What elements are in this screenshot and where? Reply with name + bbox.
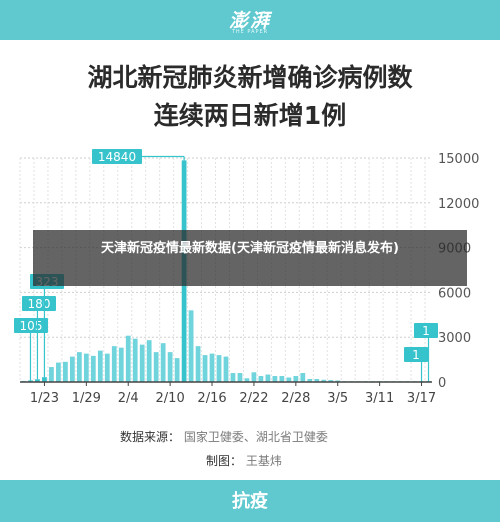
y-tick-label: 3000 <box>438 331 471 346</box>
bar-1/26 <box>63 361 68 382</box>
x-tick-label: 2/28 <box>281 391 310 406</box>
bar-1/25 <box>56 362 61 382</box>
bar-2/18 <box>223 356 229 382</box>
chart-subtitle: 连续两日新增1例 <box>153 101 347 130</box>
annotation-box <box>414 323 438 338</box>
annotation-label: 105 <box>20 319 43 333</box>
bar-2/24 <box>265 374 271 382</box>
data-source: 数据来源： 国家卫健委、湖北省卫健委 <box>120 428 328 445</box>
x-tick-label: 1/29 <box>72 391 101 406</box>
chart-title: 湖北新冠肺炎新增确诊病例数 <box>87 63 413 92</box>
annotation-label: 180 <box>28 297 51 311</box>
bar-3/1 <box>307 379 313 382</box>
bar-2/25 <box>272 376 278 382</box>
bar-2/9 <box>160 343 166 382</box>
brand-logo-subtitle: THE PAPER <box>231 29 269 35</box>
bar-3/4 <box>328 380 334 382</box>
x-tick-label: 2/22 <box>239 391 268 406</box>
bar-1/23 <box>42 377 47 382</box>
credit-label: 制图： <box>206 454 243 468</box>
bar-2/13 <box>188 310 194 382</box>
bar-2/15 <box>202 355 208 382</box>
bar-2/23 <box>258 376 264 382</box>
x-tick-label: 3/17 <box>407 391 436 406</box>
bar-2/16 <box>209 353 215 382</box>
data-source-value: 国家卫健委、湖北省卫健委 <box>183 430 328 444</box>
annotation-box <box>22 296 56 311</box>
bar-2/28 <box>293 376 299 382</box>
bar-1/29 <box>83 353 89 382</box>
bar-2/17 <box>216 355 222 382</box>
bar-2/11 <box>174 358 180 382</box>
bar-1/21 <box>28 380 33 382</box>
bar-2/21 <box>244 378 250 382</box>
annotation-label: 1 <box>422 324 430 338</box>
bar-2/14 <box>195 346 201 382</box>
annotation-label: 1 <box>412 348 420 362</box>
x-tick-label: 2/4 <box>118 391 139 406</box>
bar-2/8 <box>153 352 159 382</box>
x-axis-ticks: 1/23 1/29 2/4 2/10 2/16 2/22 2/28 3/5 3/11 3/17 <box>30 382 436 406</box>
x-tick-label: 2/10 <box>156 391 185 406</box>
bar-1/22 <box>35 379 40 382</box>
bar-2/6 <box>139 344 145 382</box>
bar-2/4 <box>125 335 131 382</box>
bar-2/27 <box>286 377 292 382</box>
y-tick-label: 12000 <box>438 197 479 212</box>
bar-1/28 <box>76 352 82 382</box>
y-tick-label: 6000 <box>438 286 471 301</box>
x-tick-label: 3/11 <box>365 391 394 406</box>
bar-2/1 <box>104 353 110 382</box>
bar-2/26 <box>279 376 285 382</box>
bar-2/7 <box>146 340 152 382</box>
x-tick-label: 3/5 <box>327 391 348 406</box>
x-tick-label: 1/23 <box>30 391 59 406</box>
bar-2/20 <box>237 373 243 382</box>
chart-credit: 制图： 王基炜 <box>206 452 282 469</box>
bar-2/2 <box>111 346 117 382</box>
header-bar <box>0 0 500 40</box>
bar-2/19 <box>230 373 236 382</box>
credit-value: 王基炜 <box>245 454 282 468</box>
bar-2/29 <box>300 373 306 382</box>
bar-2/3 <box>118 347 124 382</box>
bar-3/3 <box>321 379 327 382</box>
footer-label: 抗疫 <box>232 491 268 512</box>
data-source-label: 数据来源： <box>120 430 181 444</box>
bar-1/24 <box>49 367 54 382</box>
bar-2/22 <box>251 372 257 382</box>
bar-2/5 <box>132 338 138 382</box>
annotation-box <box>92 149 142 164</box>
x-tick-label: 2/16 <box>197 391 226 406</box>
annotation-box <box>404 347 428 362</box>
bar-3/2 <box>314 379 320 382</box>
y-tick-label: 15000 <box>438 152 479 167</box>
bar-2/10 <box>167 352 173 382</box>
bar-1/31 <box>97 350 103 382</box>
annotation-box <box>14 318 48 333</box>
footer-bar <box>0 480 500 522</box>
annotation-label: 14840 <box>98 150 136 164</box>
bar-1/27 <box>69 356 75 382</box>
y-tick-label: 0 <box>438 376 446 391</box>
bar-1/30 <box>90 355 96 382</box>
brand-logo: 澎湃 <box>228 10 271 32</box>
overlay-caption: 天津新冠疫情最新数据(天津新冠疫情最新消息发布) <box>33 230 467 286</box>
